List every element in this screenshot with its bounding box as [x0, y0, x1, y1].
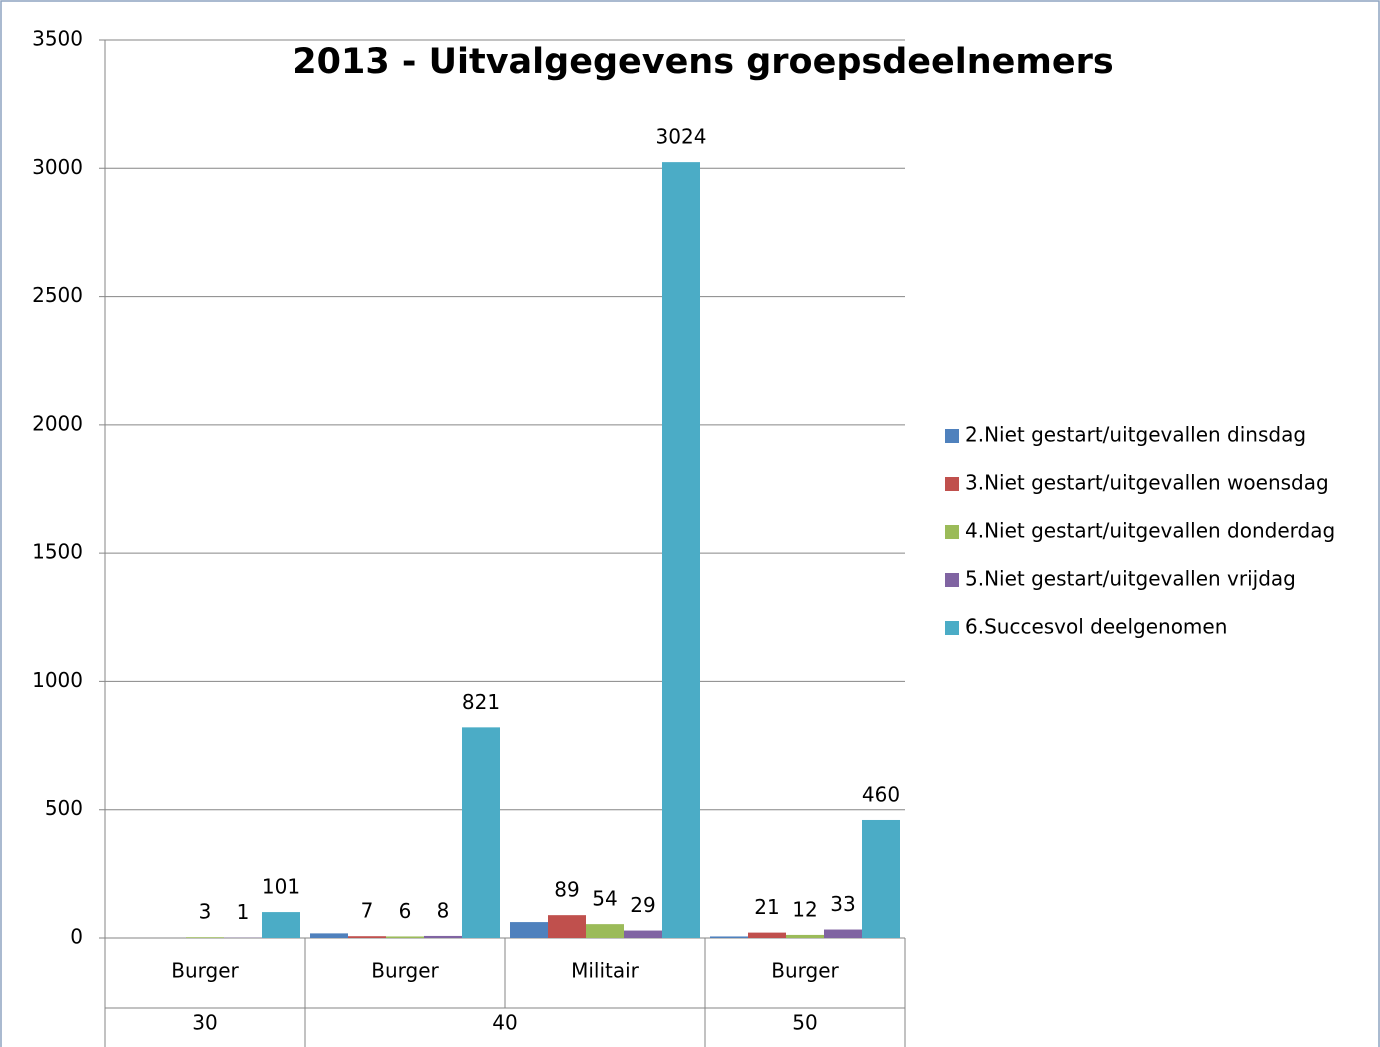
y-tick-label: 1000	[32, 668, 83, 692]
data-label: 821	[462, 690, 500, 714]
chart-title: 2013 - Uitvalgegevens groepsdeelnemers	[292, 42, 1113, 82]
y-tick-label: 3000	[32, 155, 83, 179]
x-tick-label: Burger	[371, 959, 439, 983]
x-tick-label: Burger	[771, 959, 839, 983]
data-label: 8	[437, 898, 450, 922]
bar	[748, 932, 786, 938]
data-label: 3024	[656, 125, 707, 149]
bar	[786, 934, 824, 938]
bar	[548, 915, 586, 938]
x-tick-label: Burger	[171, 959, 239, 983]
legend-swatch	[945, 525, 959, 539]
y-tick-label: 2500	[32, 283, 83, 307]
x-group-label: 40	[492, 1011, 517, 1035]
legend-label: 4.Niet gestart/uitgevallen donderdag	[965, 519, 1335, 543]
bar	[510, 922, 548, 938]
x-group-label: 30	[192, 1011, 217, 1035]
data-label: 3	[199, 900, 212, 924]
data-label: 6	[399, 899, 412, 923]
x-tick-label: Militair	[571, 959, 640, 983]
y-tick-label: 1500	[32, 540, 83, 564]
data-label: 54	[592, 887, 617, 911]
data-label: 21	[754, 895, 779, 919]
bar	[462, 727, 500, 938]
bar	[624, 930, 662, 938]
bar	[386, 936, 424, 938]
legend-swatch	[945, 477, 959, 491]
y-tick-label: 2000	[32, 411, 83, 435]
bar	[186, 937, 224, 938]
data-label: 1	[237, 900, 250, 924]
bar	[662, 162, 700, 939]
data-label: 460	[862, 782, 900, 806]
data-label: 7	[361, 899, 374, 923]
bar	[424, 935, 462, 938]
legend-label: 3.Niet gestart/uitgevallen woensdag	[965, 471, 1329, 495]
bar	[862, 819, 900, 938]
y-tick-label: 500	[45, 796, 83, 820]
legend-label: 6.Succesvol deelgenomen	[965, 615, 1227, 639]
bar	[310, 933, 348, 938]
legend-label: 2.Niet gestart/uitgevallen dinsdag	[965, 423, 1306, 447]
legend-swatch	[945, 429, 959, 443]
legend-swatch	[945, 621, 959, 635]
legend-swatch	[945, 573, 959, 587]
y-tick-label: 0	[70, 925, 83, 949]
bar	[586, 924, 624, 938]
data-label: 33	[830, 892, 855, 916]
y-tick-label: 3500	[32, 27, 83, 51]
bar	[710, 936, 748, 938]
bar	[348, 936, 386, 938]
data-label: 89	[554, 878, 579, 902]
bar	[824, 929, 862, 938]
data-label: 12	[792, 897, 817, 921]
legend-label: 5.Niet gestart/uitgevallen vrijdag	[965, 567, 1296, 591]
data-label: 29	[630, 893, 655, 917]
data-label: 101	[262, 875, 300, 899]
x-group-label: 50	[792, 1011, 817, 1035]
bar	[262, 912, 300, 938]
